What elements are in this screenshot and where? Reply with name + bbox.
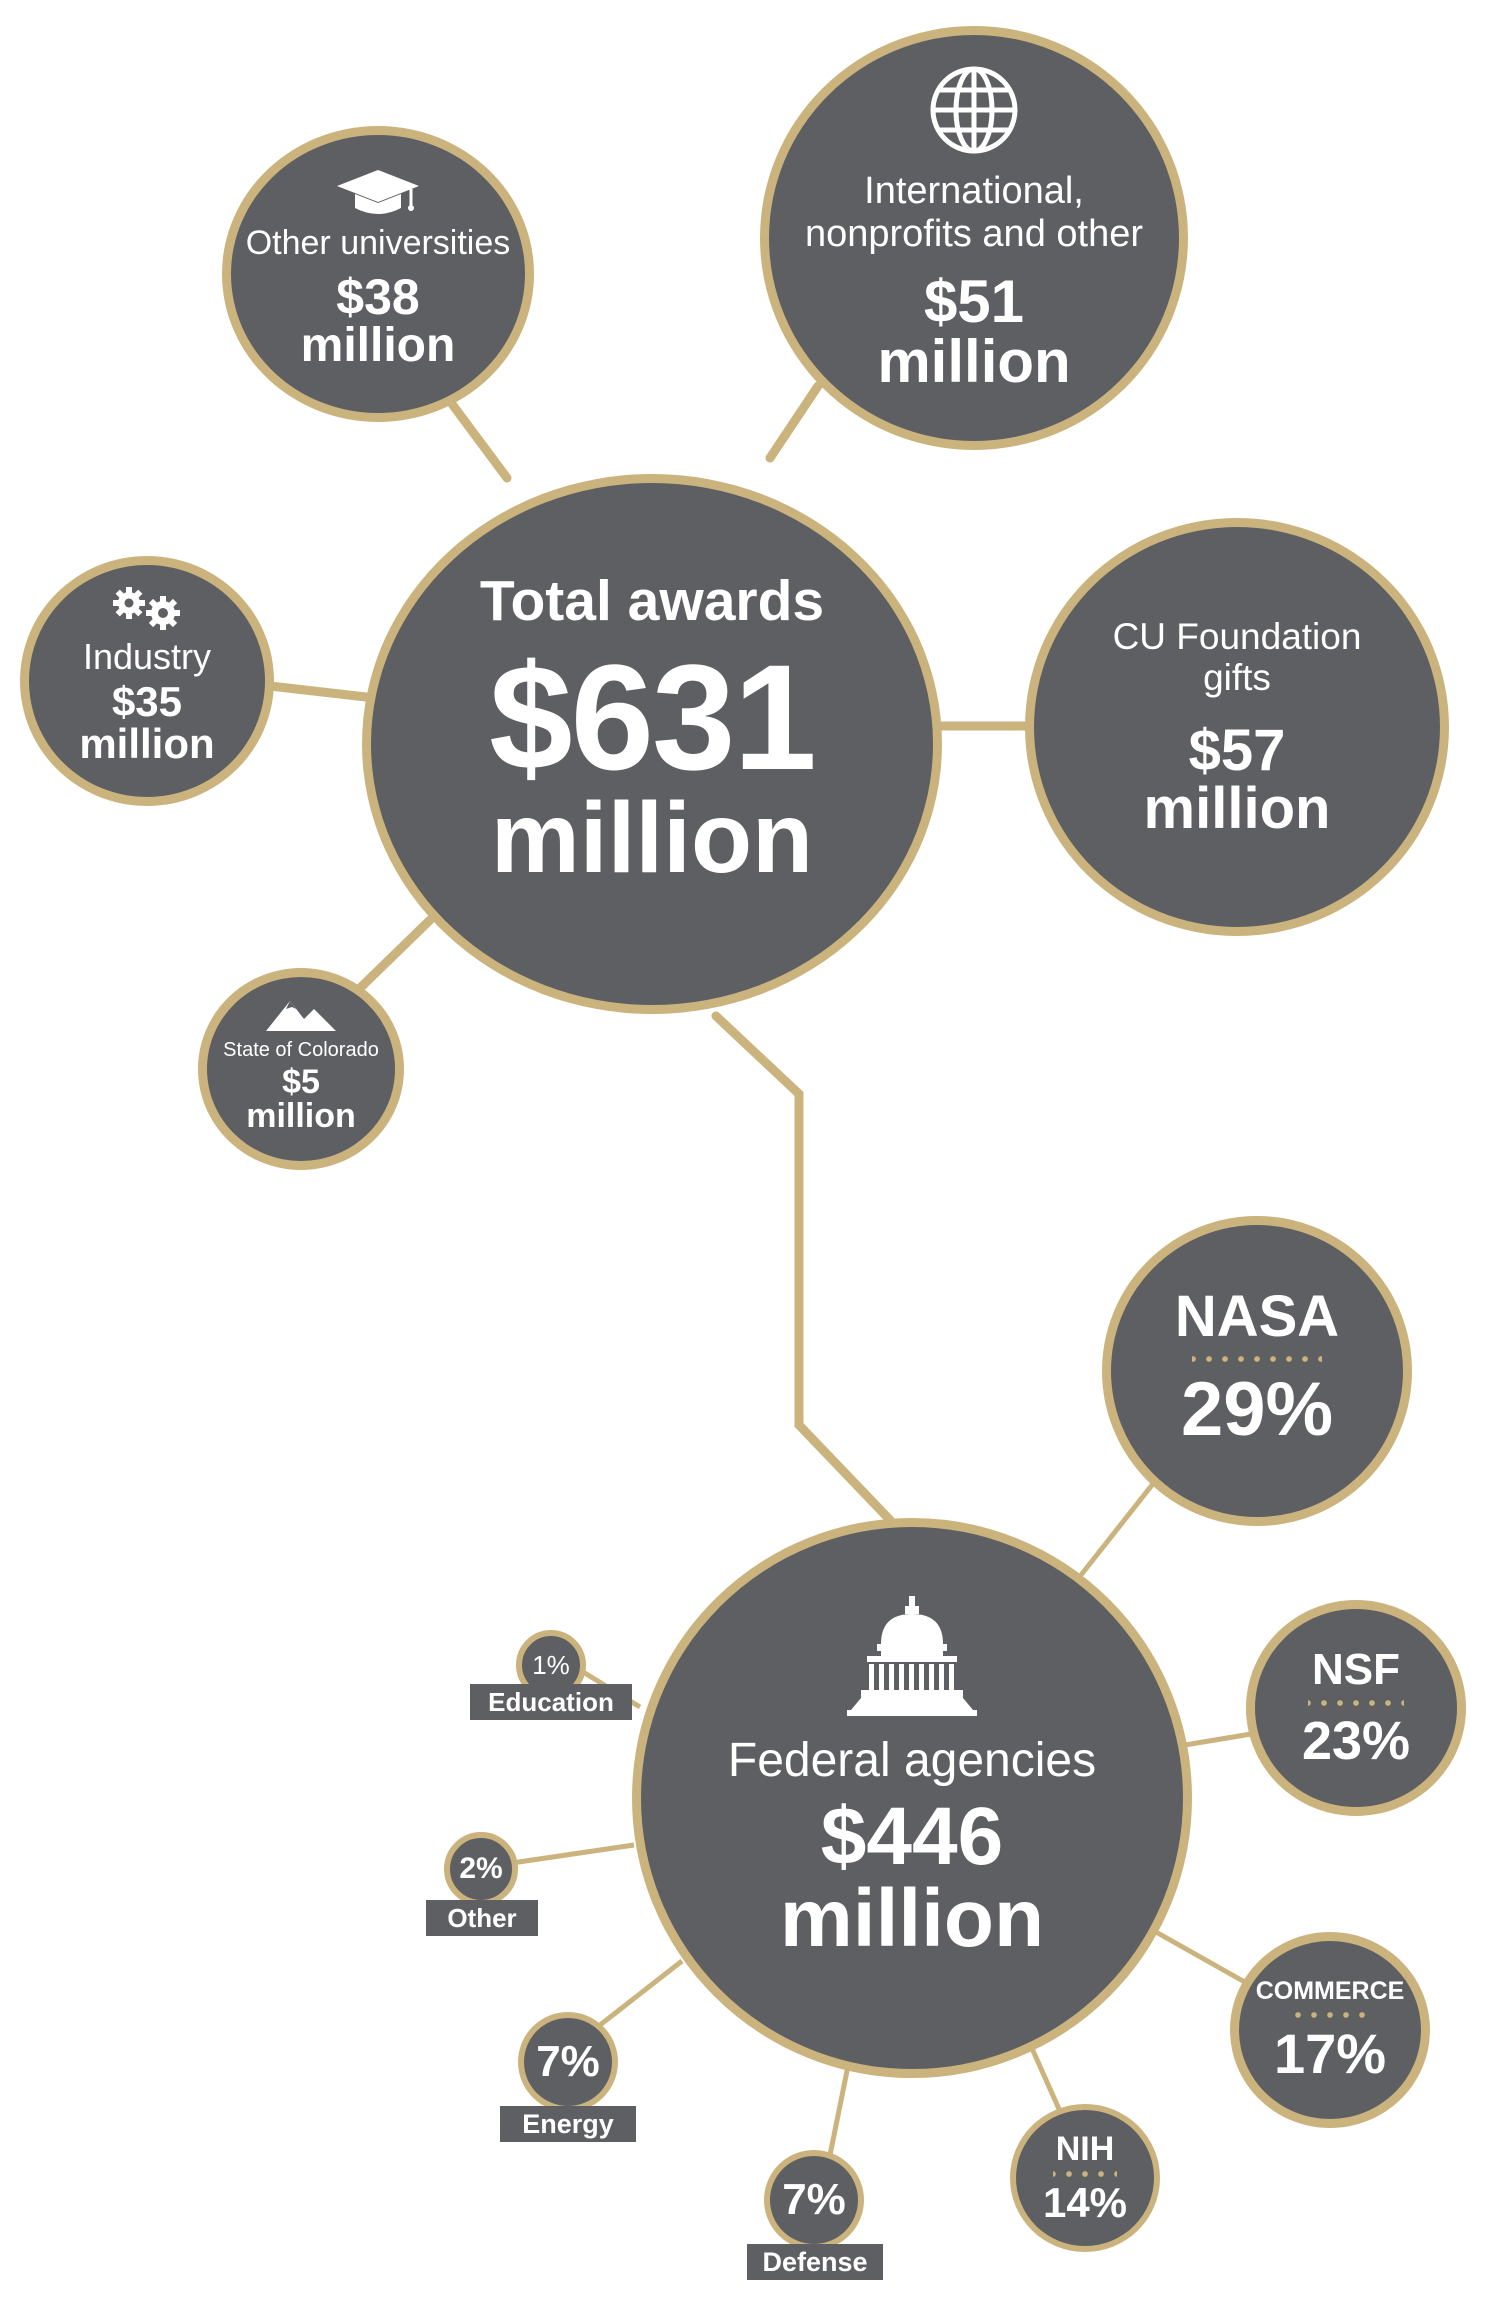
industry-circle: Industry $35 million	[20, 556, 274, 806]
agency-defense-circle: 7%	[764, 2150, 864, 2250]
industry-amount: $35	[111, 678, 183, 726]
gears-icon	[113, 586, 180, 630]
connector-defense	[826, 2065, 851, 2161]
federal-agencies-label: Federal agencies	[727, 1734, 1097, 1788]
federal-agencies-circle: Federal agencies $446 million	[632, 1518, 1192, 2078]
connector-commerce	[1154, 1929, 1252, 1988]
connector-state	[351, 915, 435, 997]
international-circle: International, nonprofits and other $51 …	[760, 26, 1188, 450]
federal-agencies-amount: $446	[820, 1790, 1004, 1882]
agency-energy-circle: 7%	[518, 2012, 618, 2112]
cu-foundation-amount: $57	[1188, 718, 1286, 784]
agency-education-tag: Education	[470, 1684, 632, 1720]
other-universities-unit: million	[300, 319, 456, 373]
other-universities-circle: Other universities $38 million	[222, 126, 534, 422]
total-awards-label: Total awards	[479, 569, 825, 634]
agency-defense-percent: 7%	[782, 2175, 846, 2224]
globe-icon	[930, 66, 1018, 154]
agency-nih-name: NIH	[1055, 2130, 1115, 2168]
agency-other-percent: 2%	[459, 1852, 503, 1885]
connector-nasa	[1079, 1478, 1158, 1577]
agency-defense-tag: Defense	[747, 2244, 883, 2280]
other-universities-amount: $38	[336, 269, 420, 326]
state-of-colorado-label: State of Colorado	[223, 1038, 379, 1061]
state-of-colorado-circle: State of Colorado $5 million	[198, 968, 404, 1170]
dotted-separator	[1192, 1356, 1322, 1362]
connector-universities	[447, 399, 512, 483]
graduation-cap-icon	[337, 169, 419, 214]
connector-nsf	[1184, 1731, 1252, 1748]
cu-foundation-label: CU Foundation gifts	[1112, 615, 1362, 698]
agency-nasa-percent: 29%	[1180, 1367, 1334, 1452]
connector-energy	[598, 1959, 684, 2027]
total-awards-amount: $631	[489, 632, 817, 801]
agency-commerce-name: COMMERCE	[1255, 1976, 1405, 2005]
agency-nasa-name: NASA	[1174, 1284, 1340, 1349]
international-unit: million	[877, 327, 1071, 395]
agency-nsf-percent: 23%	[1301, 1711, 1411, 1771]
agency-nih-percent: 14%	[1042, 2179, 1128, 2226]
dotted-separator	[1053, 2171, 1117, 2177]
state-of-colorado-amount: $5	[282, 1063, 320, 1102]
connector-other	[511, 1842, 635, 1866]
international-label: International, nonprofits and other	[804, 170, 1143, 255]
agency-other-tag: Other	[426, 1900, 538, 1936]
agency-commerce-circle: COMMERCE 17%	[1230, 1932, 1430, 2128]
connector-industry	[265, 681, 371, 702]
mountains-icon	[266, 1000, 336, 1031]
agency-energy-tag: Energy	[500, 2106, 636, 2142]
agency-education-percent: 1%	[532, 1650, 570, 1680]
agency-commerce-percent: 17%	[1273, 2021, 1387, 2085]
industry-label: Industry	[82, 635, 212, 677]
agency-nsf-name: NSF	[1312, 1645, 1400, 1694]
total-awards-circle: Total awards $631 million	[362, 474, 942, 1014]
agency-energy-percent: 7%	[536, 2037, 600, 2086]
agency-nsf-circle: NSF 23%	[1246, 1600, 1466, 1816]
dotted-separator	[1287, 2011, 1373, 2018]
agency-nasa-circle: NASA 29%	[1102, 1216, 1412, 1526]
federal-agencies-unit: million	[779, 1872, 1045, 1964]
other-universities-label: Other universities	[245, 223, 511, 262]
connector-nih	[1027, 2042, 1066, 2120]
state-of-colorado-unit: million	[246, 1097, 356, 1136]
industry-unit: million	[79, 720, 215, 768]
cu-foundation-unit: million	[1143, 776, 1331, 842]
total-awards-unit: million	[490, 781, 814, 894]
international-amount: $51	[923, 267, 1025, 335]
connector-international	[765, 381, 823, 463]
agency-other-circle: 2%	[444, 1832, 518, 1906]
cu-foundation-circle: CU Foundation gifts $57 million	[1025, 518, 1449, 936]
connector-federal	[711, 1011, 895, 1525]
agency-nih-circle: NIH 14%	[1010, 2104, 1160, 2252]
dotted-separator	[1308, 1700, 1404, 1706]
capitol-icon	[847, 1596, 977, 1717]
